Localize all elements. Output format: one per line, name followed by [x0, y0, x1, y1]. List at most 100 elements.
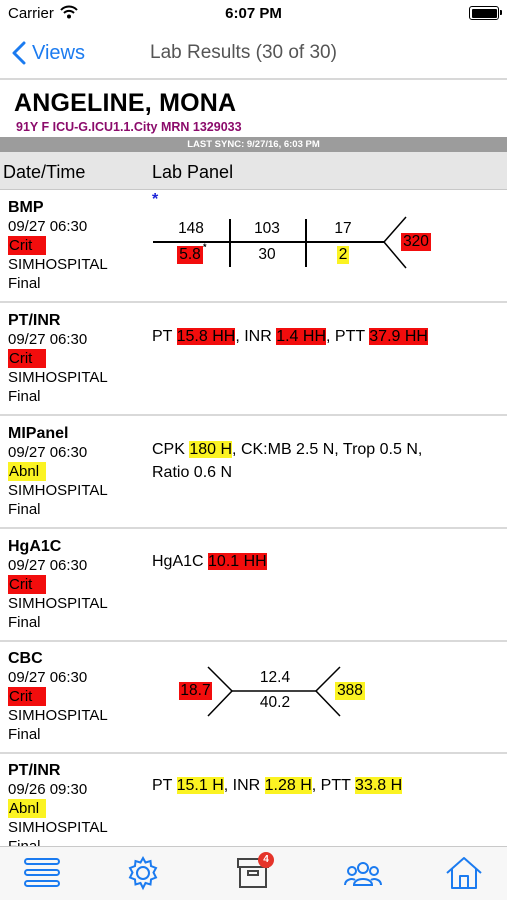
pt-value: 15.1 H [176, 777, 224, 794]
bmp-potassium: 5.8 [177, 246, 203, 264]
inbox-badge: 4 [258, 852, 274, 868]
status-bar: Carrier 6:07 PM [0, 0, 507, 28]
row-datetime: 09/27 06:30 [8, 669, 88, 686]
bmp-divider [229, 219, 231, 267]
home-icon [446, 857, 482, 889]
lab-result-text: HgA1C 10.1 HH [152, 550, 267, 573]
cpk-value: 180 H [189, 441, 233, 458]
lab-result-text: PT 15.8 HH, INR 1.4 HH, PTT 37.9 HH [152, 325, 428, 348]
row-meta: BMP 09/27 06:30 Crit SIMHOSPITAL Final [8, 199, 148, 293]
bmp-marker: * [152, 191, 159, 208]
row-source: SIMHOSPITAL [8, 369, 108, 386]
page-title: Lab Results (30 of 30) [150, 42, 337, 63]
ptt-value: 33.8 H [355, 777, 403, 794]
panel-name: CBC [8, 650, 43, 667]
chevron-left-icon [12, 41, 26, 65]
row-result-status: Final [8, 726, 41, 743]
tab-bar: 4 [0, 846, 507, 900]
row-meta: HgA1C 09/27 06:30 Crit SIMHOSPITAL Final [8, 538, 148, 632]
back-button[interactable]: Views [12, 38, 85, 68]
bmp-bun: 17 [334, 220, 352, 237]
ratio-text: Ratio 0.6 N [152, 464, 233, 481]
row-source: SIMHOSPITAL [8, 707, 108, 724]
cbc-plt: 388 [335, 682, 365, 700]
bmp-co2: 30 [258, 246, 276, 263]
row-source: SIMHOSPITAL [8, 256, 108, 273]
cbc-wbc: 18.7 [179, 682, 212, 700]
column-header: Date/Time Lab Panel [0, 152, 507, 190]
panel-name: PT/INR [8, 312, 61, 329]
nav-bar: Views Lab Results (30 of 30) [0, 28, 507, 80]
bmp-fishbone: * 148 103 17 5.8 * 30 2 320 [0, 191, 507, 303]
lab-result-text: CPK 180 H, CK:MB 2.5 N, Trop 0.5 N, Rati… [152, 438, 422, 484]
hga1c-label: HgA1C [152, 553, 209, 570]
status-badge: Crit [8, 575, 46, 594]
tab-settings[interactable] [123, 855, 167, 895]
wifi-icon [60, 5, 78, 24]
tab-inbox[interactable]: 4 [233, 852, 277, 895]
row-result-status: Final [8, 501, 41, 518]
tab-home[interactable] [444, 855, 488, 895]
lab-row-cbc[interactable]: CBC 09/27 06:30 Crit SIMHOSPITAL Final 1… [0, 642, 507, 754]
gear-icon [128, 855, 158, 891]
row-meta: CBC 09/27 06:30 Crit SIMHOSPITAL Final [8, 650, 148, 744]
status-badge: Abnl [8, 799, 46, 818]
row-result-status: Final [8, 275, 41, 292]
team-icon [344, 862, 382, 886]
row-meta: MIPanel 09/27 06:30 Abnl SIMHOSPITAL Fin… [8, 425, 148, 519]
clock: 6:07 PM [225, 5, 282, 22]
lab-row-pt-inr[interactable]: PT/INR 09/26 09:30 Abnl SIMHOSPITAL Fina… [0, 754, 507, 866]
tab-team[interactable] [343, 855, 387, 895]
pt-value: 15.8 HH [176, 328, 236, 345]
cbc-hgb: 12.4 [259, 669, 291, 686]
inr-label: INR [232, 777, 265, 794]
patient-name: ANGELINE, MONA [14, 89, 237, 117]
tab-menu[interactable] [22, 855, 66, 895]
lab-row-bmp[interactable]: BMP 09/27 06:30 Crit SIMHOSPITAL Final *… [0, 191, 507, 303]
pt-label: PT [152, 777, 177, 794]
status-badge: Abnl [8, 462, 46, 481]
bmp-potassium-mark: * [203, 242, 207, 252]
inr-value: 1.28 H [264, 777, 312, 794]
inr-label: INR [244, 328, 277, 345]
ptt-label: PTT [320, 777, 356, 794]
ptt-label: PTT [334, 328, 370, 345]
row-meta: PT/INR 09/27 06:30 Crit SIMHOSPITAL Fina… [8, 312, 148, 406]
row-datetime: 09/27 06:30 [8, 331, 88, 348]
cbc-fishbone: 18.7 12.4 40.2 388 [0, 642, 507, 754]
row-datetime: 09/27 06:30 [8, 218, 88, 235]
row-result-status: Final [8, 614, 41, 631]
lab-row-hga1c[interactable]: HgA1C 09/27 06:30 Crit SIMHOSPITAL Final… [0, 530, 507, 642]
bmp-divider [305, 219, 307, 267]
bmp-chloride: 103 [254, 220, 280, 237]
lab-row-pt-inr[interactable]: PT/INR 09/27 06:30 Crit SIMHOSPITAL Fina… [0, 304, 507, 416]
cbc-fork-lines [207, 666, 341, 717]
separator: , [235, 328, 245, 345]
separator: , [311, 777, 321, 794]
status-badge: Crit [8, 349, 46, 368]
bmp-horizontal-line [153, 241, 385, 243]
cbc-hct: 40.2 [259, 694, 291, 711]
row-datetime: 09/26 09:30 [8, 781, 88, 798]
column-lab-panel: Lab Panel [152, 162, 234, 182]
row-meta: PT/INR 09/26 09:30 Abnl SIMHOSPITAL Fina… [8, 762, 148, 856]
column-date-time: Date/Time [3, 162, 86, 182]
battery-icon [469, 6, 502, 20]
lab-row-mipanel[interactable]: MIPanel 09/27 06:30 Abnl SIMHOSPITAL Fin… [0, 417, 507, 529]
lab-result-text: PT 15.1 H, INR 1.28 H, PTT 33.8 H [152, 774, 403, 797]
row-datetime: 09/27 06:30 [8, 557, 88, 574]
menu-icon [24, 858, 60, 887]
panel-name: MIPanel [8, 425, 69, 442]
inr-value: 1.4 HH [276, 328, 326, 345]
status-badge: Crit [8, 687, 46, 706]
panel-name: HgA1C [8, 538, 62, 555]
row-source: SIMHOSPITAL [8, 819, 108, 836]
patient-info: 91Y F ICU-G.ICU1.1.City MRN 1329033 [16, 120, 242, 134]
pt-label: PT [152, 328, 177, 345]
row-source: SIMHOSPITAL [8, 595, 108, 612]
separator: , [223, 777, 233, 794]
row-result-status: Final [8, 388, 41, 405]
panel-name: PT/INR [8, 762, 61, 779]
carrier-label: Carrier [8, 5, 54, 22]
hga1c-value: 10.1 HH [208, 553, 267, 570]
